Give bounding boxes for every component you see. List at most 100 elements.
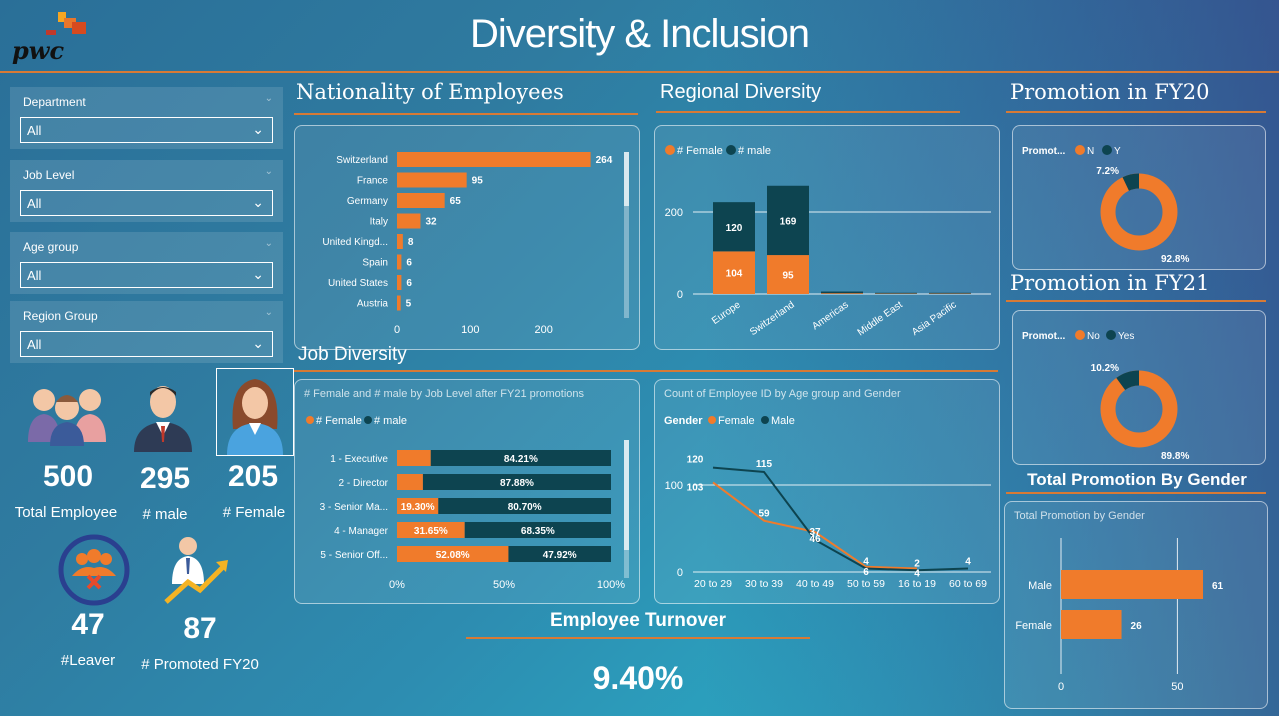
leaver-icon	[58, 534, 130, 611]
slicer-collapse-icon[interactable]: ⌄	[264, 166, 273, 177]
legend-female-label: Female	[718, 415, 755, 427]
slicer-collapse-icon[interactable]: ⌄	[264, 307, 273, 318]
job-female-bar	[397, 450, 431, 466]
job-female-bar	[397, 546, 509, 562]
age-data-label: 4	[863, 557, 869, 568]
kpi-promoted-label: # Promoted FY20	[141, 656, 259, 673]
slicer-dropdown[interactable]: All ⌄	[20, 117, 273, 143]
age-data-label: 6	[863, 567, 869, 578]
page-title: Diversity & Inclusion	[469, 12, 810, 56]
slicer-collapse-icon[interactable]: ⌄	[264, 93, 273, 104]
age-data-label: 59	[758, 509, 770, 520]
job-male-bar	[422, 474, 611, 490]
regional-x-tick: Americas	[810, 299, 850, 332]
female-icon	[227, 379, 283, 455]
job-x-tick: 50%	[493, 579, 515, 591]
age-data-label: 37	[809, 527, 821, 538]
donut-slice-no	[1100, 370, 1178, 448]
nationality-data-label: 5	[406, 299, 412, 310]
promo20-divider	[1006, 111, 1266, 113]
nationality-bar	[397, 152, 591, 167]
regional-female-bar	[767, 255, 809, 294]
nationality-bar	[397, 234, 403, 249]
gender-promo-panel: Total Promotion by Gender 0 50 Male 61 Female…	[1004, 501, 1268, 709]
promo21-title: Promotion in FY21	[1010, 271, 1210, 295]
job-female-bar	[397, 474, 423, 490]
job-chart: # Female and # male by Job Level after F…	[304, 388, 629, 591]
regional-female-bar	[713, 251, 755, 294]
job-tick-label: 2 - Director	[339, 478, 389, 489]
job-female-data-label: 19.30%	[401, 502, 435, 513]
donut-legend-label: No	[1087, 331, 1100, 342]
gender-promo-tick-label: Female	[1015, 620, 1052, 632]
gender-promo-data-label: 61	[1212, 581, 1224, 592]
slicer-dropdown[interactable]: All ⌄	[20, 331, 273, 357]
nationality-tick-label: Austria	[357, 299, 389, 310]
slicer-label: Job Level	[23, 168, 75, 182]
job-male-bar	[464, 522, 611, 538]
turnover-value: 9.40%	[592, 660, 684, 696]
slicer-age-group: Age group ⌄ All ⌄	[10, 232, 283, 294]
gender-promo-data-label: 26	[1131, 621, 1143, 632]
nationality-x-tick: 100	[461, 324, 479, 336]
age-y-tick: 100	[665, 480, 683, 492]
gender-promo-bar	[1061, 610, 1122, 639]
nationality-x-tick: 0	[394, 324, 400, 336]
regional-x-tick: Europe	[710, 299, 743, 327]
job-male-data-label: 47.92%	[543, 550, 577, 561]
nationality-tick-label: Spain	[362, 258, 388, 269]
nationality-data-label: 8	[408, 237, 414, 248]
team-icon	[22, 380, 114, 451]
age-x-tick: 30 to 39	[745, 578, 783, 590]
legend-male-label: Male	[771, 415, 795, 427]
nationality-bar	[397, 295, 401, 311]
legend-female-marker	[665, 145, 675, 155]
kpi-male-value: 295	[139, 462, 191, 495]
regional-male-bar	[767, 185, 809, 256]
scrollbar-thumb	[624, 440, 629, 550]
female-icon-frame[interactable]	[216, 368, 294, 456]
regional-panel: # Female # male 0 200 104 120 Europe 95 169 Switz…	[654, 125, 1000, 350]
slicer-dropdown[interactable]: All ⌄	[20, 262, 273, 288]
donut-legend-title: Promot...	[1022, 331, 1066, 342]
job-x-tick: 100%	[597, 579, 625, 591]
donut-legend-label: Y	[1114, 146, 1121, 157]
nationality-tick-label: Germany	[347, 196, 388, 207]
chevron-down-icon: ⌄	[252, 194, 264, 210]
promo20-panel: Promot... N Y 7.2% 92.8%	[1012, 125, 1266, 270]
job-female-data-label: 52.08%	[436, 550, 470, 561]
legend-female-marker	[306, 416, 314, 424]
age-data-label: 2	[914, 558, 920, 569]
scrollbar	[624, 152, 629, 318]
donut-legend-marker	[1106, 330, 1116, 340]
job-female-data-label: 31.65%	[414, 526, 448, 537]
job-tick-label: 3 - Senior Ma...	[320, 502, 388, 513]
regional-data-label: 104	[726, 269, 743, 280]
promo-gender-title: Total Promotion By Gender	[1027, 470, 1247, 489]
donut-legend-marker	[1075, 330, 1085, 340]
age-data-label: 115	[756, 459, 773, 470]
nationality-tick-label: Italy	[370, 217, 388, 228]
donut-data-label: 10.2%	[1091, 363, 1119, 374]
age-chart: Count of Employee ID by Age group and Ge…	[664, 388, 991, 590]
regional-y-tick: 0	[677, 289, 683, 301]
promo21-chart: Promot... No Yes 10.2% 89.8%	[1022, 330, 1189, 462]
logo-text: pwc	[12, 36, 65, 65]
male-icon	[132, 380, 194, 457]
kpi-leaver-label: #Leaver	[60, 652, 116, 669]
nationality-panel: Switzerland 264 France 95 Germany 65 Italy 32 Un…	[294, 125, 640, 350]
nationality-x-tick: 200	[534, 324, 552, 336]
job-tick-label: 1 - Executive	[330, 454, 388, 465]
slicer-dropdown[interactable]: All ⌄	[20, 190, 273, 216]
age-data-label: 120	[687, 455, 704, 466]
kpi-female-value: 205	[227, 460, 279, 493]
job-female-bar	[397, 522, 465, 538]
regional-male-bar	[929, 292, 971, 294]
slicer-collapse-icon[interactable]: ⌄	[264, 238, 273, 249]
donut-data-label: 89.8%	[1161, 451, 1189, 462]
legend-female-label: # Female	[677, 145, 723, 157]
job-female-bar	[397, 498, 439, 514]
slicer-value: All	[27, 337, 42, 352]
age-y-tick: 0	[677, 567, 683, 579]
age-data-label: 103	[687, 482, 704, 493]
